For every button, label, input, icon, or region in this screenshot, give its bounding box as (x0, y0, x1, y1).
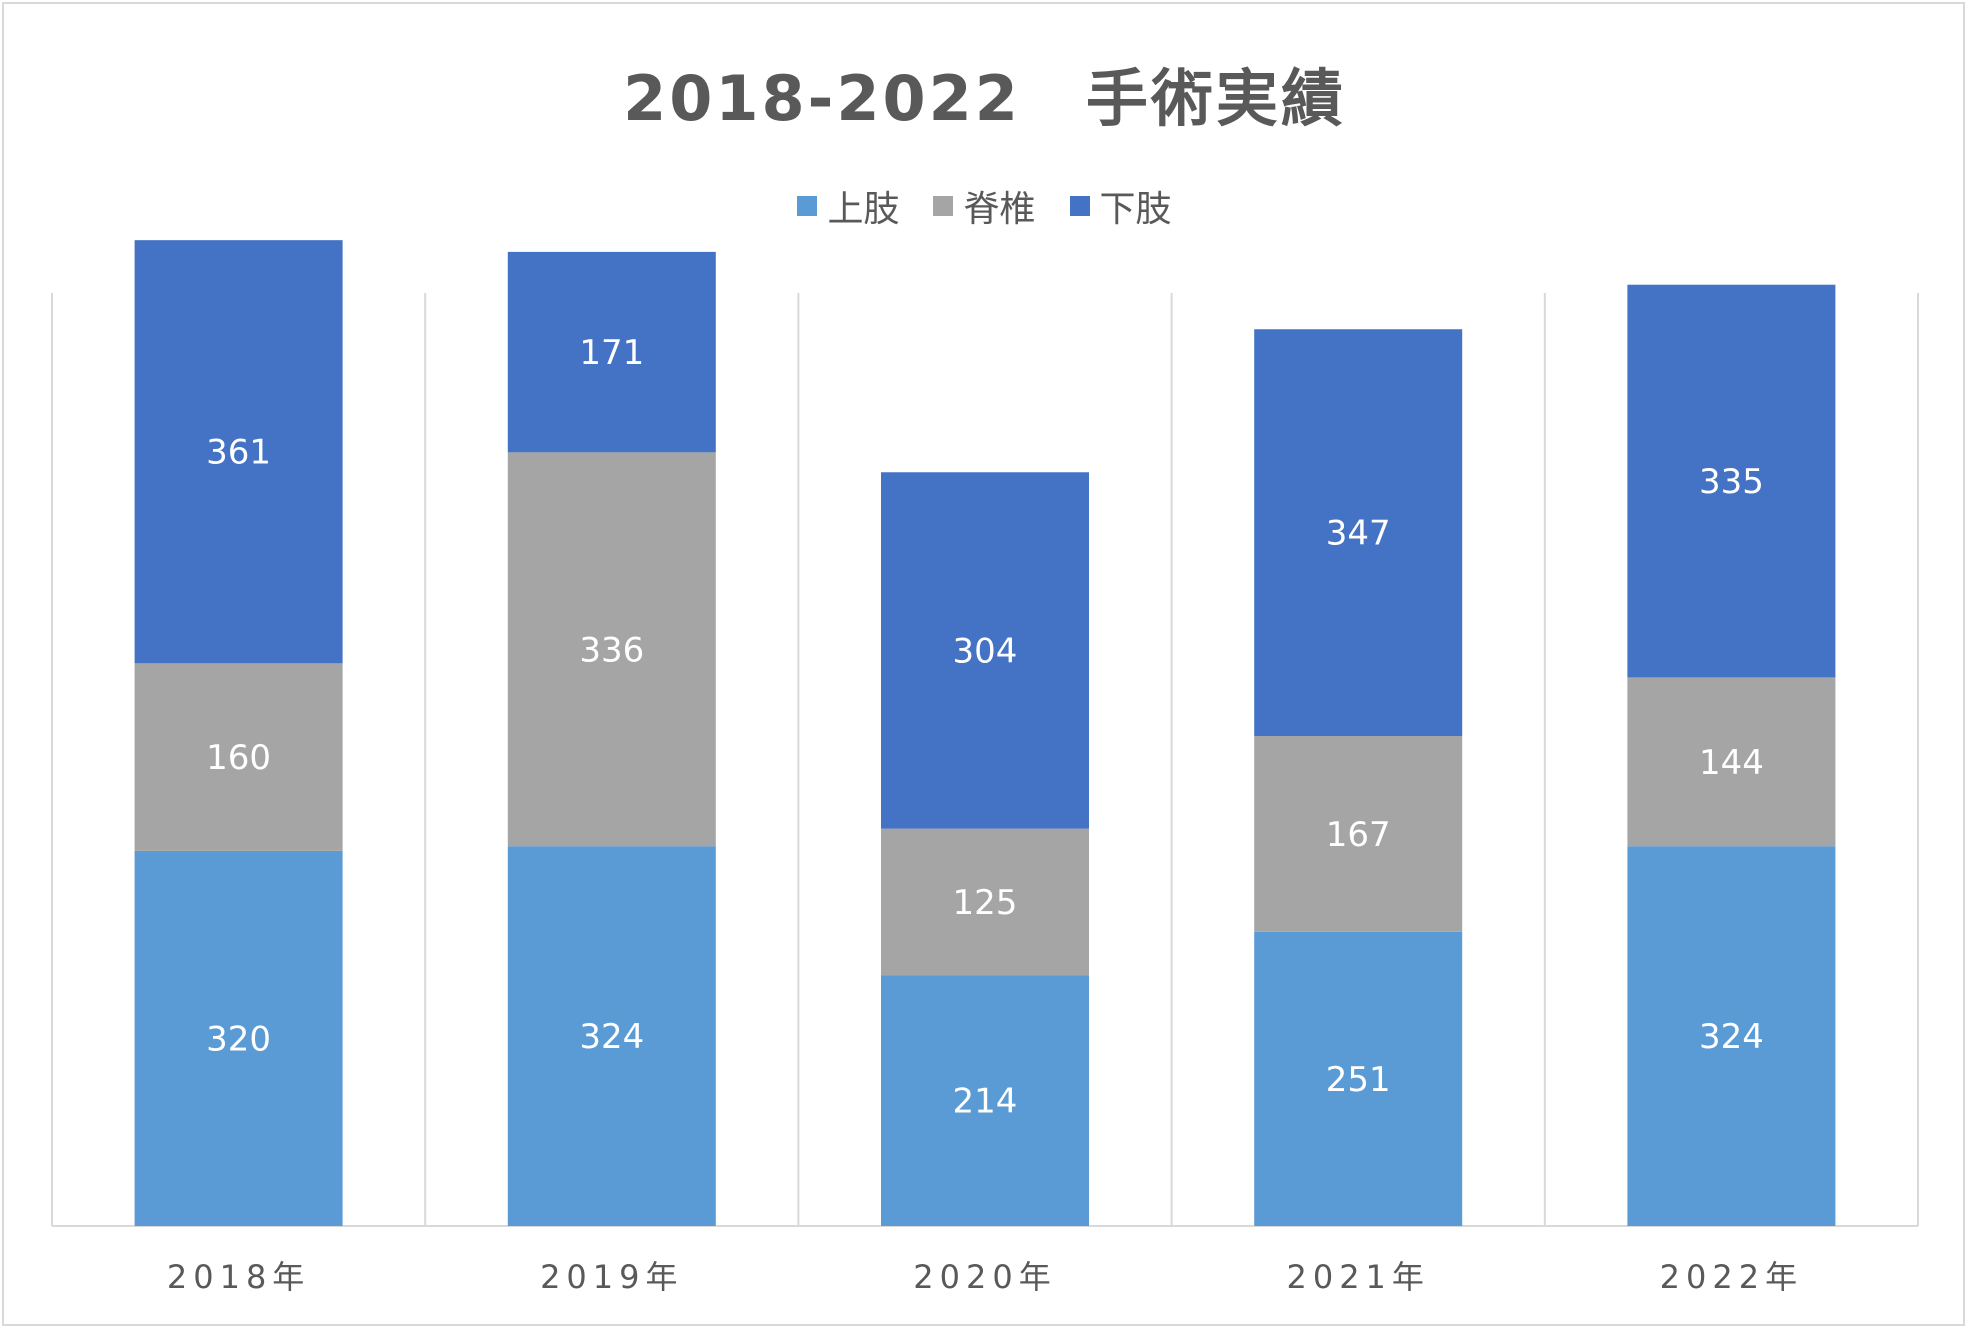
bar-2021年-series-0 (1254, 931, 1463, 1226)
data-label-2021年-series-0: 251 (1326, 1060, 1391, 1100)
legend-label-lower-limb: 下肢 (1099, 189, 1172, 230)
legend-label-upper-limb: 上肢 (827, 189, 900, 230)
bar-2021年-series-1 (1254, 736, 1463, 932)
data-label-2020年-series-2: 304 (953, 631, 1018, 671)
bar-2019年-series-0 (507, 846, 716, 1226)
data-label-2022年-series-1: 144 (1699, 743, 1764, 783)
bar-2022年-series-1 (1627, 677, 1836, 847)
chart-legend: 上肢 脊椎 下肢 (0, 180, 1969, 232)
data-label-2022年-series-0: 324 (1699, 1017, 1764, 1057)
legend-item-upper-limb: 上肢 (797, 180, 899, 232)
bar-2021年-series-2 (1254, 329, 1463, 737)
x-tick-label-0: 2018年 (167, 1258, 310, 1296)
bar-2022年-series-2 (1627, 284, 1836, 678)
bar-2020年-series-2 (881, 472, 1089, 829)
data-label-2021年-series-2: 347 (1326, 514, 1391, 554)
x-tick-label-4: 2022年 (1660, 1258, 1803, 1296)
legend-item-spine: 脊椎 (933, 180, 1036, 232)
legend-label-spine: 脊椎 (963, 189, 1036, 230)
legend-item-lower-limb: 下肢 (1069, 180, 1172, 232)
chart-title: 2018-2022 手術実績 (623, 62, 1346, 135)
bar-2018年-series-1 (134, 663, 343, 851)
data-label-2018年-series-1: 160 (206, 738, 271, 778)
bar-2019年-series-2 (507, 251, 716, 453)
data-label-2019年-series-2: 171 (579, 333, 644, 373)
data-label-2018年-series-2: 361 (206, 433, 271, 473)
bar-2020年-series-0 (881, 975, 1089, 1226)
bar-2018年-series-0 (134, 850, 343, 1226)
data-label-2019年-series-0: 324 (579, 1017, 644, 1057)
x-tick-label-2: 2020年 (913, 1258, 1056, 1296)
data-label-2020年-series-0: 214 (953, 1082, 1018, 1122)
data-label-2020年-series-1: 125 (953, 883, 1018, 923)
x-tick-label-3: 2021年 (1286, 1258, 1429, 1296)
data-label-2018年-series-0: 320 (206, 1019, 271, 1059)
data-label-2021年-series-1: 167 (1326, 815, 1391, 855)
bar-2022年-series-0 (1627, 846, 1836, 1226)
bar-2019年-series-1 (507, 452, 716, 847)
legend-swatch-lower-limb (1069, 196, 1090, 216)
bar-2018年-series-2 (134, 240, 343, 664)
data-label-2022年-series-2: 335 (1699, 462, 1764, 502)
bar-2020年-series-1 (881, 828, 1089, 976)
data-label-2019年-series-1: 336 (579, 630, 644, 670)
legend-swatch-upper-limb (797, 196, 818, 216)
legend-swatch-spine (933, 196, 954, 216)
x-tick-label-1: 2019年 (540, 1258, 683, 1296)
